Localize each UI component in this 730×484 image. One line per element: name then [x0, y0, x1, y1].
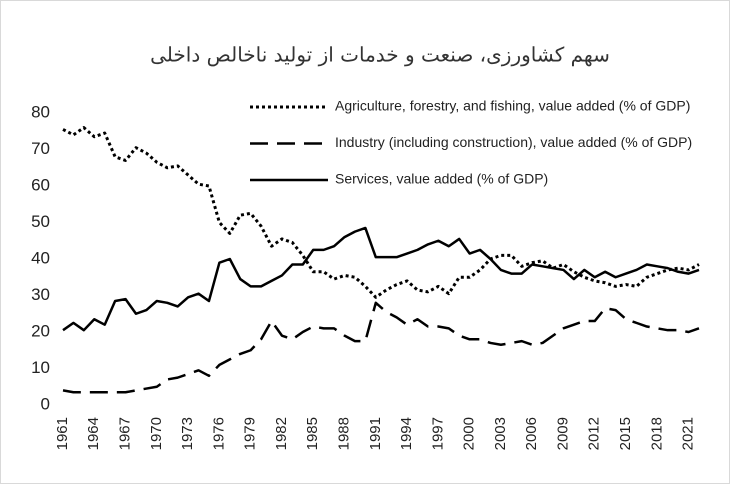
series-line	[62, 226, 700, 332]
y-tick-label: 60	[31, 175, 50, 194]
x-tick-label: 1970	[148, 417, 165, 450]
x-tick-label: 1994	[398, 417, 415, 450]
x-tick-label: 2018	[648, 417, 665, 450]
x-tick-label: 2015	[617, 417, 634, 450]
x-tick-label: 1997	[429, 417, 446, 450]
series-line	[62, 301, 700, 394]
x-tick-label: 1973	[179, 417, 196, 450]
x-tick-label: 1964	[85, 417, 102, 450]
x-tick-label: 2006	[523, 417, 540, 450]
y-tick-label: 20	[31, 321, 50, 340]
y-tick-label: 10	[31, 358, 50, 377]
x-tick-label: 2012	[586, 417, 603, 450]
x-tick-label: 1979	[242, 417, 259, 450]
y-tick-label: 30	[31, 285, 50, 304]
x-tick-label: 2009	[554, 417, 571, 450]
y-tick-label: 70	[31, 139, 50, 158]
chart-title: سهم کشاورزی، صنعت و خدمات از تولید ناخال…	[150, 43, 610, 67]
x-tick-label: 2000	[461, 417, 478, 450]
x-tick-label: 1985	[304, 417, 321, 450]
x-tick-label: 1988	[335, 417, 352, 450]
legend-label: Industry (including construction), value…	[335, 134, 692, 150]
legend-label: Agriculture, forestry, and fishing, valu…	[335, 98, 690, 114]
x-tick-label: 2003	[492, 417, 509, 450]
x-tick-label: 1967	[117, 417, 134, 450]
legend-label: Services, value added (% of GDP)	[335, 171, 548, 187]
x-tick-label: 1982	[273, 417, 290, 450]
y-tick-label: 0	[41, 394, 50, 413]
y-tick-label: 40	[31, 248, 50, 267]
y-tick-label: 50	[31, 212, 50, 231]
x-tick-label: 1961	[54, 417, 71, 450]
x-tick-label: 1991	[367, 417, 384, 450]
y-tick-label: 80	[31, 102, 50, 121]
x-tick-label: 1976	[210, 417, 227, 450]
x-tick-label: 2021	[680, 417, 697, 450]
series-line	[62, 126, 700, 299]
